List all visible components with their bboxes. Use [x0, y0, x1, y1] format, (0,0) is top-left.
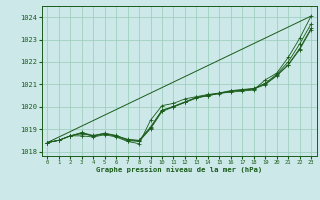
X-axis label: Graphe pression niveau de la mer (hPa): Graphe pression niveau de la mer (hPa) — [96, 167, 262, 173]
